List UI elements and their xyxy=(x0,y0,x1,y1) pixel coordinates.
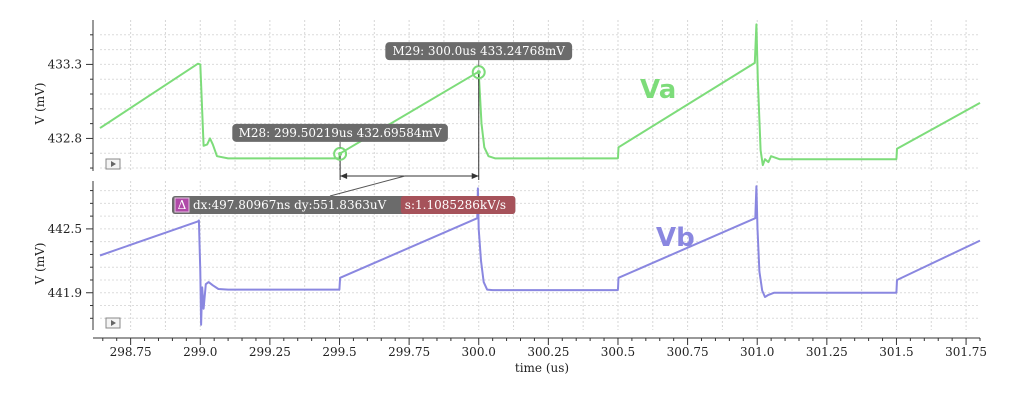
arrow-right-icon xyxy=(471,173,479,179)
x-tick-label: 301.5 xyxy=(879,345,913,359)
x-tick-label: 299.75 xyxy=(388,345,430,359)
delta-measurement-text: dx:497.80967ns dy:551.8363uV xyxy=(193,198,387,212)
x-tick-label: 298.75 xyxy=(110,345,152,359)
marker-label-m28: M28: 299.50219us 432.69584mV xyxy=(239,126,442,140)
x-tick-label: 301.0 xyxy=(740,345,774,359)
y-tick-label: 442.5 xyxy=(48,222,82,236)
x-tick-label: 300.0 xyxy=(462,345,496,359)
x-tick-label: 299.5 xyxy=(322,345,356,359)
trace-name-vb: Vb xyxy=(656,223,695,253)
marker-label-box[interactable] xyxy=(385,42,573,61)
x-tick-label: 299.0 xyxy=(183,345,217,359)
play-icon xyxy=(111,161,116,167)
delta-icon-glyph: Δ xyxy=(178,198,187,212)
delta-slope-box xyxy=(400,196,516,214)
trace-va[interactable] xyxy=(99,23,981,167)
x-tick-label: 299.25 xyxy=(249,345,291,359)
y-tick-label: 432.8 xyxy=(48,131,82,145)
delta-slope-text: s:1.1085286kV/s xyxy=(405,198,506,212)
x-axis-label: time (us) xyxy=(515,361,569,375)
x-tick-label: 300.5 xyxy=(601,345,635,359)
x-tick-label: 300.75 xyxy=(667,345,709,359)
arrow-left-icon xyxy=(340,173,348,179)
marker-dot xyxy=(338,151,343,156)
x-tick-label: 301.75 xyxy=(945,345,987,359)
x-tick-label: 301.25 xyxy=(806,345,848,359)
y-tick-label: 441.9 xyxy=(48,286,82,300)
x-tick-label: 300.25 xyxy=(527,345,569,359)
y-axis-label: V (mV) xyxy=(33,83,47,126)
marker-label-m29: M29: 300.0us 433.24768mV xyxy=(393,44,566,58)
trace-name-va: Va xyxy=(640,75,676,105)
y-tick-label: 433.3 xyxy=(48,57,82,71)
delta-icon xyxy=(174,197,190,213)
play-icon xyxy=(111,320,116,326)
marker-label-box[interactable] xyxy=(232,123,448,142)
y-axis-label: V (mV) xyxy=(33,243,47,286)
delta-callout-line xyxy=(329,175,406,197)
trace-vb[interactable] xyxy=(99,185,981,326)
marker-dot xyxy=(476,70,481,75)
